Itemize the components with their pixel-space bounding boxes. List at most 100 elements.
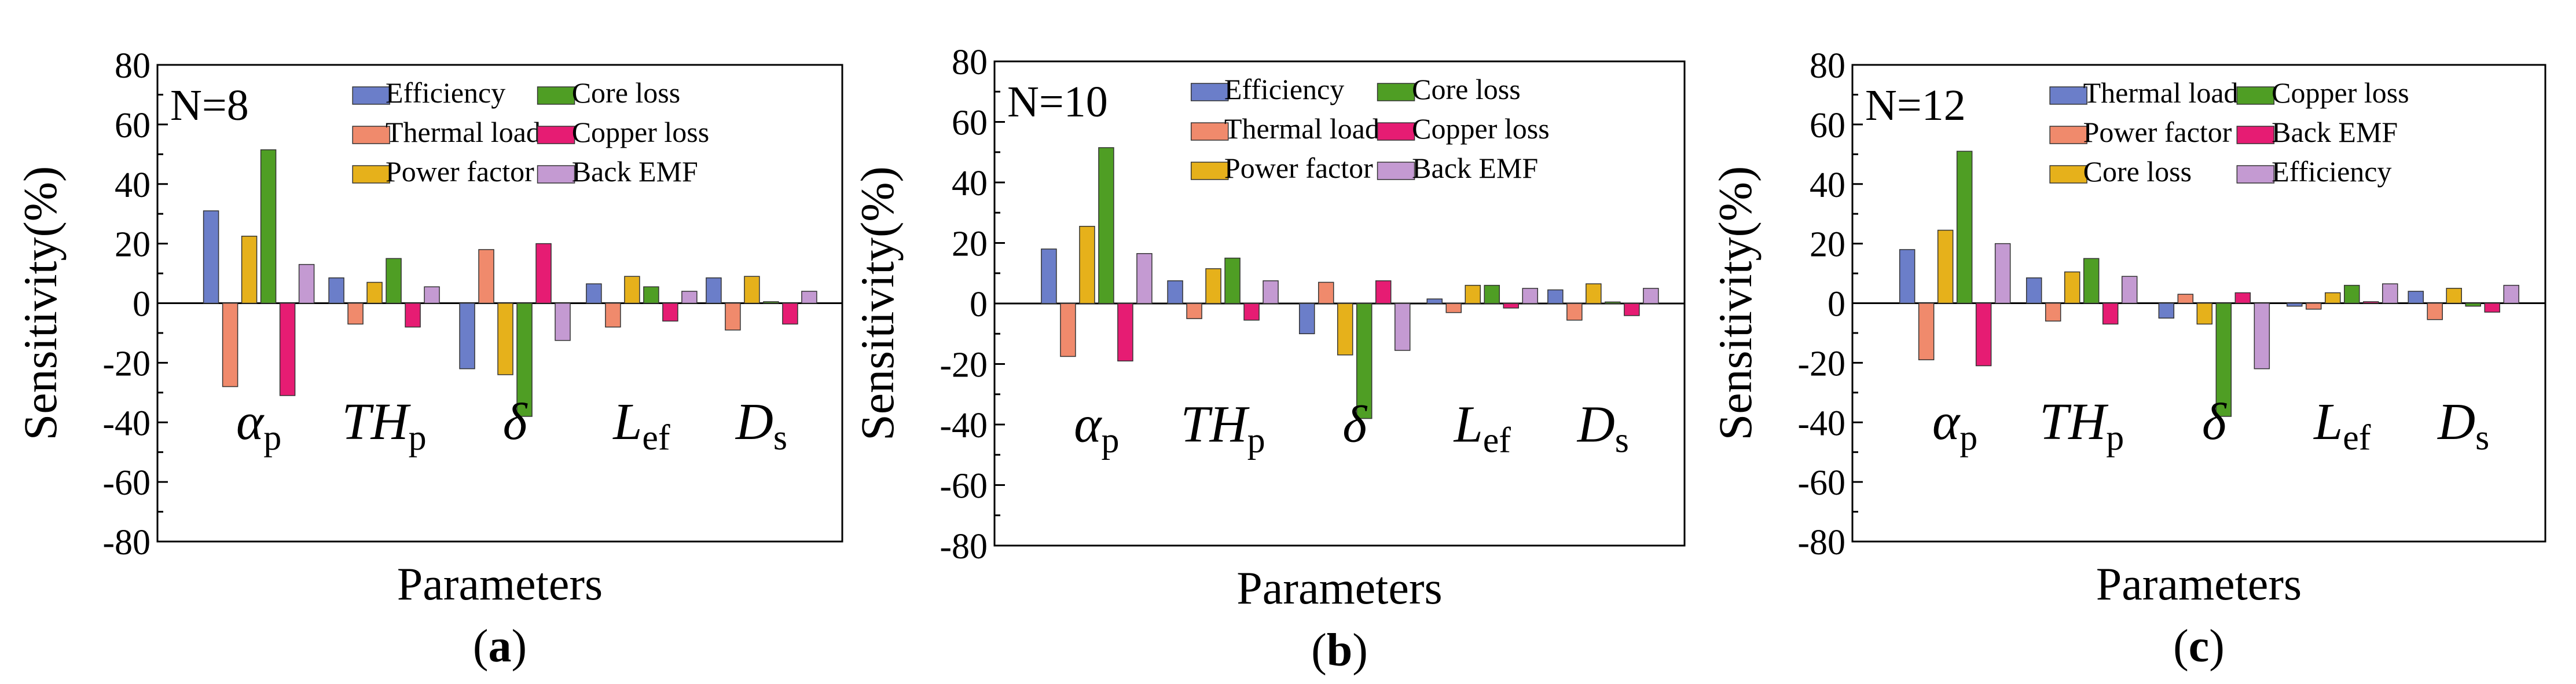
x-category-label: αp xyxy=(1932,393,1977,458)
bar-copper-loss xyxy=(2215,302,2232,417)
bar-back-emf xyxy=(298,264,315,304)
legend-swatch xyxy=(537,86,575,105)
bar-efficiency xyxy=(2382,283,2398,304)
y-tick-label: -60 xyxy=(940,467,988,506)
legend-label: Back EMF xyxy=(572,155,698,188)
bar-efficiency xyxy=(2121,276,2138,304)
bar-back-emf xyxy=(2102,302,2119,325)
y-tick-label: 0 xyxy=(133,285,151,324)
bar-power-factor xyxy=(2306,302,2322,310)
y-tick-label: -40 xyxy=(1797,404,1845,443)
y-tick-label: 80 xyxy=(952,43,988,82)
bar-efficiency xyxy=(1167,280,1183,304)
bar-core-loss xyxy=(260,149,277,304)
bar-core-loss xyxy=(2446,288,2463,304)
legend-swatch xyxy=(352,86,390,105)
bar-thermal-load xyxy=(2408,291,2424,304)
panel-letter: a xyxy=(489,621,512,672)
y-tick-label: -20 xyxy=(940,346,988,385)
bar-core-loss xyxy=(1356,303,1373,419)
legend-swatch xyxy=(1190,162,1229,180)
bar-copper-loss xyxy=(1503,303,1519,309)
bar-back-emf xyxy=(2363,301,2379,304)
bar-power-factor xyxy=(1465,284,1481,304)
x-axis-label: Parameters xyxy=(2096,559,2302,610)
bar-thermal-load xyxy=(605,302,621,328)
bar-efficiency xyxy=(1426,298,1443,304)
legend-swatch xyxy=(2049,86,2087,105)
legend-label: Copper loss xyxy=(2272,76,2409,109)
bar-core-loss xyxy=(1605,301,1621,304)
y-tick-label: 40 xyxy=(115,166,151,205)
x-category-label: THp xyxy=(342,393,427,458)
y-axis-label: Sensitivity(%) xyxy=(14,166,67,441)
panel-annotation: N=8 xyxy=(170,81,249,130)
legend-swatch xyxy=(1377,83,1415,101)
panel-letter: b xyxy=(1327,625,1353,676)
x-category-label: δ xyxy=(2202,393,2228,451)
bar-copper-loss xyxy=(2083,258,2100,304)
panel-label: (c) xyxy=(2173,621,2225,672)
y-tick-label: 80 xyxy=(1810,46,1845,86)
bar-copper-loss xyxy=(1243,303,1260,321)
y-tick-label: -60 xyxy=(1797,463,1845,503)
bar-power-factor xyxy=(2177,294,2194,304)
bar-thermal-load xyxy=(347,302,364,325)
legend-label: Power factor xyxy=(1224,152,1373,184)
bar-power-factor xyxy=(497,302,513,375)
bar-thermal-load xyxy=(1186,303,1202,319)
bar-efficiency xyxy=(1041,248,1057,304)
bar-back-emf xyxy=(1975,302,1992,367)
bar-back-emf xyxy=(555,302,571,341)
chart-panel-c: -80 -60 -40 -20 0 20 40 60 80 Sensitivity(%) Param… xyxy=(1709,46,2546,672)
y-axis-label: Sensitivity(%) xyxy=(851,166,904,441)
bar-core-loss xyxy=(763,301,779,304)
legend-swatch xyxy=(1190,83,1229,101)
legend-label: Thermal load xyxy=(2083,76,2239,109)
bar-power-factor xyxy=(744,276,760,304)
x-category-label: Lef xyxy=(612,393,670,458)
bar-power-factor xyxy=(1337,303,1353,356)
y-tick-label: -40 xyxy=(940,406,988,445)
bar-back-emf xyxy=(1522,288,1538,304)
bar-copper-loss xyxy=(782,302,798,325)
bar-power-factor xyxy=(2427,302,2443,320)
legend-swatch xyxy=(2049,126,2087,144)
y-tick-label: -80 xyxy=(1797,523,1845,562)
y-tick-label: -80 xyxy=(940,527,988,566)
bar-power-factor xyxy=(1205,268,1221,304)
bar-core-loss xyxy=(1937,229,1954,304)
bar-back-emf xyxy=(1263,280,1279,304)
bar-copper-loss xyxy=(2465,302,2482,307)
legend-swatch xyxy=(1377,122,1415,141)
y-tick-label: -20 xyxy=(102,344,151,383)
x-category-label: αp xyxy=(1074,396,1119,460)
bar-power-factor xyxy=(241,236,258,304)
chart-panel-a: -80 -60 -40 -20 0 20 40 60 80 Sensitivity(%) Param… xyxy=(14,46,843,672)
y-tick-label: 0 xyxy=(970,285,988,324)
y-tick-label: -60 xyxy=(102,463,151,503)
legend-label: Efficiency xyxy=(1224,73,1344,105)
bar-back-emf xyxy=(801,291,817,304)
x-axis-label: Parameters xyxy=(1236,563,1442,614)
legend-label: Power factor xyxy=(386,155,534,188)
bar-back-emf xyxy=(2484,302,2501,313)
y-tick-label: 60 xyxy=(115,106,151,145)
legend-swatch xyxy=(352,126,390,144)
bar-back-emf xyxy=(1136,253,1153,304)
y-tick-label: 40 xyxy=(952,164,988,203)
bar-power-factor xyxy=(1079,226,1095,304)
bar-thermal-load xyxy=(1060,303,1076,357)
legend-label: Core loss xyxy=(1412,73,1521,105)
bar-efficiency xyxy=(1547,289,1564,304)
bar-thermal-load xyxy=(222,302,238,387)
bar-copper-loss xyxy=(535,243,552,304)
bar-thermal-load xyxy=(1899,249,1916,304)
x-category-label: Lef xyxy=(2313,393,2371,458)
bar-copper-loss xyxy=(2344,284,2360,304)
x-category-label: αp xyxy=(236,393,281,458)
bar-core-loss xyxy=(2064,271,2080,304)
panel-annotation: N=12 xyxy=(1865,81,1966,130)
legend-swatch xyxy=(1377,162,1415,180)
